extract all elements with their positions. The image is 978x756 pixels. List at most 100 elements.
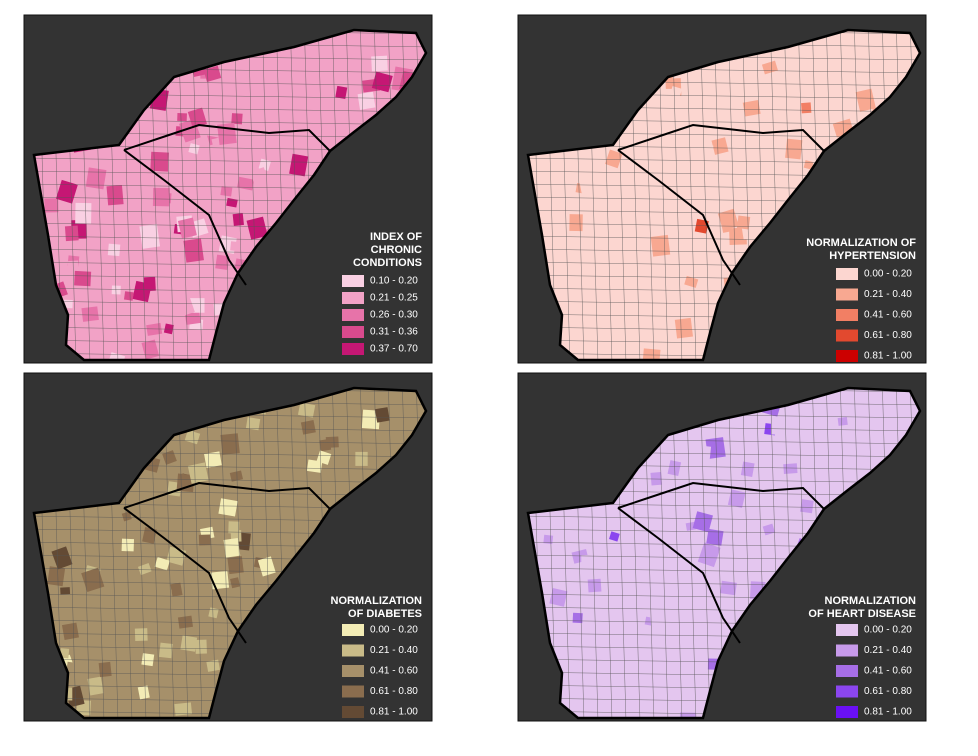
county (228, 521, 240, 534)
state-border (123, 123, 331, 152)
county (175, 297, 195, 317)
county (579, 178, 596, 196)
county (586, 285, 603, 303)
county (619, 607, 636, 623)
county-line (685, 30, 697, 360)
county (650, 615, 662, 627)
county (150, 151, 169, 172)
county (638, 505, 654, 520)
legend-swatch (836, 268, 858, 280)
state-border (123, 149, 247, 286)
legend-swatch (342, 624, 364, 636)
county (650, 472, 663, 486)
county (684, 275, 699, 288)
county-line (191, 388, 203, 718)
county (319, 438, 332, 452)
county (206, 659, 220, 672)
county (740, 461, 755, 477)
county (801, 471, 821, 489)
county (667, 460, 682, 477)
legend-swatch (342, 685, 364, 698)
county (785, 443, 798, 454)
county (132, 280, 152, 303)
county (106, 352, 126, 360)
legend-swatch (836, 644, 858, 657)
county (70, 540, 84, 556)
county (748, 539, 764, 555)
legend-label: 0.81 - 1.00 (864, 707, 912, 718)
legend-title: HYPERTENSION (829, 250, 916, 262)
county-line (205, 388, 217, 718)
map-base (528, 388, 920, 718)
county (641, 302, 663, 325)
county (572, 612, 583, 624)
legend-swatch (342, 665, 364, 677)
county (837, 455, 855, 471)
county (65, 661, 84, 681)
county (571, 255, 591, 275)
county (154, 589, 172, 608)
county (177, 615, 193, 629)
legend-label: 0.61 - 0.80 (864, 686, 912, 697)
state-outline (526, 28, 922, 362)
county (188, 143, 200, 155)
state-outline (32, 386, 428, 720)
legend-swatch (342, 343, 364, 355)
legend-label: 0.10 - 0.20 (370, 276, 418, 287)
state-outline (32, 28, 428, 362)
county-line (685, 388, 697, 718)
county (174, 702, 193, 716)
county (596, 628, 610, 639)
legend-swatch (836, 624, 858, 636)
legend-label: 0.41 - 0.60 (864, 310, 912, 321)
state-border (123, 507, 247, 644)
county (246, 216, 268, 240)
county (563, 161, 585, 183)
county (702, 168, 712, 178)
legend-label: 0.00 - 0.20 (864, 269, 912, 280)
legend-swatch (342, 292, 364, 304)
county (747, 185, 757, 197)
county (345, 38, 357, 51)
legend-label: 0.00 - 0.20 (370, 625, 418, 636)
county (684, 147, 699, 162)
county (371, 71, 393, 93)
county (289, 153, 309, 177)
county (596, 703, 615, 718)
county (47, 566, 66, 587)
legend-swatch (342, 326, 364, 338)
county (61, 622, 79, 640)
legend-swatch (836, 665, 858, 677)
county (777, 77, 796, 94)
county (697, 542, 721, 568)
county (736, 215, 751, 230)
legend-label: 0.37 - 0.70 (370, 344, 418, 355)
county (899, 54, 913, 65)
county (60, 587, 71, 595)
legend-swatch (836, 288, 858, 301)
county (230, 577, 241, 589)
county (300, 419, 316, 435)
legend-label: 0.61 - 0.80 (370, 686, 418, 697)
county (705, 437, 726, 460)
county (150, 626, 166, 642)
county (801, 102, 812, 114)
county (112, 326, 128, 339)
county (884, 440, 894, 450)
county (808, 36, 829, 57)
county (174, 261, 185, 274)
legend-label: 0.21 - 0.40 (864, 645, 912, 656)
county (306, 459, 323, 473)
county (335, 85, 348, 100)
county (695, 445, 712, 460)
county (706, 528, 724, 546)
county (215, 254, 230, 270)
county-line (205, 30, 217, 360)
county (85, 167, 107, 190)
county (868, 394, 880, 405)
county (635, 227, 652, 245)
county (685, 521, 697, 531)
